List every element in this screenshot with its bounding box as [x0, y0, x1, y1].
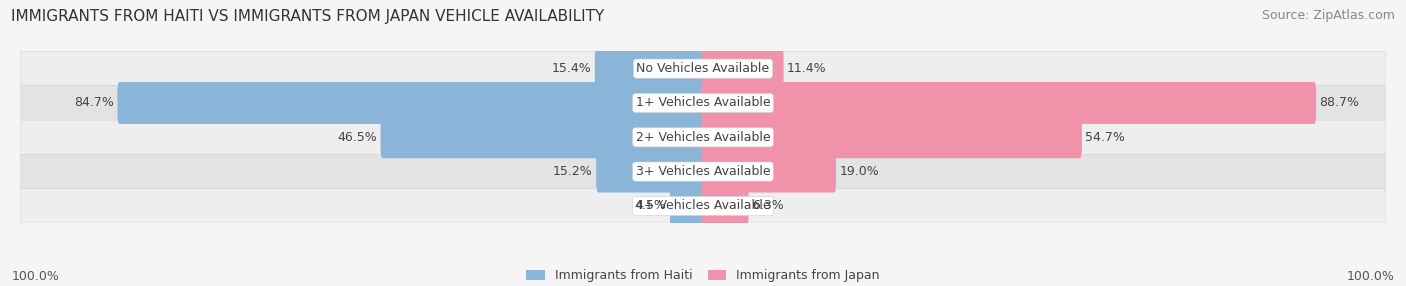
Text: 4+ Vehicles Available: 4+ Vehicles Available — [636, 199, 770, 212]
Text: 100.0%: 100.0% — [11, 270, 59, 283]
Text: 15.2%: 15.2% — [553, 165, 593, 178]
Text: 4.5%: 4.5% — [634, 199, 666, 212]
FancyBboxPatch shape — [702, 116, 1083, 158]
FancyBboxPatch shape — [381, 116, 704, 158]
Legend: Immigrants from Haiti, Immigrants from Japan: Immigrants from Haiti, Immigrants from J… — [526, 269, 880, 282]
Text: 46.5%: 46.5% — [337, 131, 377, 144]
Text: 15.4%: 15.4% — [551, 62, 592, 75]
Text: No Vehicles Available: No Vehicles Available — [637, 62, 769, 75]
FancyBboxPatch shape — [702, 48, 783, 90]
FancyBboxPatch shape — [596, 151, 704, 192]
Text: 100.0%: 100.0% — [1347, 270, 1395, 283]
Text: IMMIGRANTS FROM HAITI VS IMMIGRANTS FROM JAPAN VEHICLE AVAILABILITY: IMMIGRANTS FROM HAITI VS IMMIGRANTS FROM… — [11, 9, 605, 23]
FancyBboxPatch shape — [21, 86, 1385, 120]
FancyBboxPatch shape — [669, 185, 704, 227]
Text: 1+ Vehicles Available: 1+ Vehicles Available — [636, 96, 770, 110]
FancyBboxPatch shape — [702, 82, 1316, 124]
Text: Source: ZipAtlas.com: Source: ZipAtlas.com — [1261, 9, 1395, 21]
Text: 84.7%: 84.7% — [75, 96, 114, 110]
FancyBboxPatch shape — [702, 185, 748, 227]
Text: 11.4%: 11.4% — [787, 62, 827, 75]
Text: 54.7%: 54.7% — [1085, 131, 1125, 144]
FancyBboxPatch shape — [702, 151, 837, 192]
Text: 2+ Vehicles Available: 2+ Vehicles Available — [636, 131, 770, 144]
Text: 6.3%: 6.3% — [752, 199, 783, 212]
FancyBboxPatch shape — [21, 51, 1385, 86]
FancyBboxPatch shape — [117, 82, 704, 124]
FancyBboxPatch shape — [595, 48, 704, 90]
FancyBboxPatch shape — [21, 189, 1385, 223]
Text: 19.0%: 19.0% — [839, 165, 879, 178]
FancyBboxPatch shape — [21, 120, 1385, 154]
FancyBboxPatch shape — [21, 154, 1385, 189]
Text: 3+ Vehicles Available: 3+ Vehicles Available — [636, 165, 770, 178]
Text: 88.7%: 88.7% — [1320, 96, 1360, 110]
